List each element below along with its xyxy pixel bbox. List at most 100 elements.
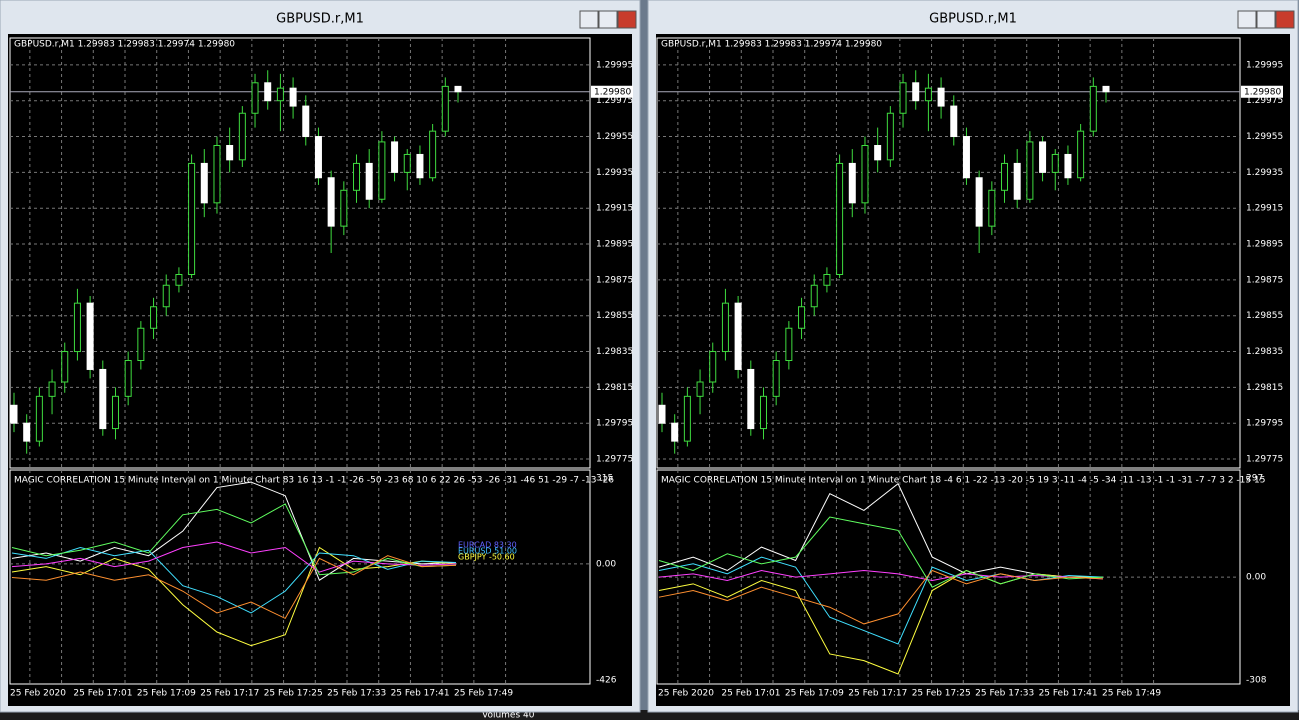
candle-body [772,360,780,397]
candle-body [264,82,272,102]
candle-body [48,381,56,397]
candle-body [200,162,208,204]
candle-body [1051,153,1059,173]
candle-body [696,381,704,397]
candle-body [162,284,170,308]
window-button-max[interactable] [1256,10,1276,29]
candle-body [988,189,996,227]
candle-body [23,422,31,442]
candle-body [124,360,132,397]
price-tick-label: 1.29995 [1246,60,1283,70]
current-price-label: 1.29980 [594,87,631,97]
candle-body [709,351,717,383]
candle-body [251,82,259,114]
price-tick-label: 1.29955 [596,132,633,142]
candle-body [912,82,920,102]
time-label: 25 Feb 17:41 [391,689,450,699]
current-price-box [591,85,633,98]
price-tick-label: 1.29855 [1246,311,1283,321]
window-title: GBPUSD.r,M1 [929,12,1017,27]
indicator-tick-label: -426 [596,676,617,686]
candle-body [658,404,666,424]
candle-body [874,145,882,161]
price-tick-label: 1.29775 [1246,455,1283,465]
candle-body [429,130,437,179]
time-label: 25 Feb 17:25 [264,689,323,699]
correlation-line [11,541,457,573]
indicator-tick-label: 0.00 [596,559,616,569]
price-tick-label: 1.29995 [596,60,633,70]
time-label: 25 Feb 17:33 [327,689,386,699]
candle-body [950,105,958,138]
price-tick-label: 1.29835 [1246,347,1283,357]
candle-body [365,162,373,200]
window-button-close[interactable] [1275,10,1295,29]
time-label: 25 Feb 17:01 [721,689,780,699]
price-tick-label: 1.29875 [596,275,633,285]
price-tick-label: 1.29895 [1246,240,1283,250]
candle-body [861,145,869,204]
time-label: 25 Feb 17:09 [137,689,196,699]
time-label: 25 Feb 17:25 [912,689,971,699]
indicator-label: MAGIC CORRELATION 15 Minute Interval on … [14,476,614,486]
candle-body [798,306,806,329]
candle-body [1077,130,1085,179]
candle-body [86,302,94,370]
indicator-tick-label: 0.00 [1246,573,1266,583]
time-label: 25 Feb 17:09 [785,689,844,699]
candle-body [175,274,183,286]
current-price-label: 1.29980 [1244,87,1281,97]
chart-header: GBPUSD.r,M1 1.29983 1.29983 1.29974 1.29… [661,40,882,50]
price-tick-label: 1.29775 [596,455,633,465]
window-button-close[interactable] [617,10,637,29]
price-tick-label: 1.29855 [596,311,633,321]
price-tick-label: 1.29975 [1246,96,1283,106]
candle-body [962,136,970,179]
candle-body [188,162,196,276]
candle-body [1039,141,1047,173]
candle-body [848,162,856,204]
candle-body [454,85,462,93]
candle-body [289,87,297,107]
candle-body [99,368,107,430]
time-label: 25 Feb 17:33 [975,689,1034,699]
candle-body [734,302,742,370]
candle-body [1001,162,1009,191]
candle-body [836,162,844,276]
price-tick-label: 1.29935 [1246,168,1283,178]
legend-entry: EURCAD 83.30 [458,541,517,550]
indicator-tick-label: 297 [1246,474,1263,484]
window-button-min[interactable] [1237,10,1257,29]
window-button-max[interactable] [598,10,618,29]
candle-body [416,153,424,179]
time-label: 25 Feb 2020 [658,689,714,699]
indicator-tick-label: -308 [1246,676,1267,686]
candle-body [1064,153,1072,179]
candle-body [886,112,894,161]
candle-body [403,153,411,173]
time-label: 25 Feb 17:41 [1039,689,1098,699]
taskbar-item: Volumes 40 [482,711,535,720]
candle-body [810,284,818,308]
candle-body [314,136,322,179]
price-tick-label: 1.29915 [1246,204,1283,214]
candle-body [61,351,69,383]
indicator-tick-label: 315 [596,474,613,484]
candle-body [111,395,119,430]
window-title: GBPUSD.r,M1 [276,12,364,27]
time-label: 25 Feb 17:49 [1102,689,1161,699]
price-tick-label: 1.29795 [1246,419,1283,429]
correlation-line [658,569,1104,625]
candle-body [226,145,234,161]
candle-body [353,162,361,191]
price-tick-label: 1.29875 [1246,275,1283,285]
candle-body [10,404,18,424]
candle-body [73,302,81,353]
candle-body [302,105,310,138]
candle-body [671,422,679,442]
time-label: 25 Feb 17:17 [848,689,907,699]
window-button-min[interactable] [579,10,599,29]
chart-area [656,34,1290,706]
candle-body [683,395,691,442]
correlation-line [658,516,1104,588]
